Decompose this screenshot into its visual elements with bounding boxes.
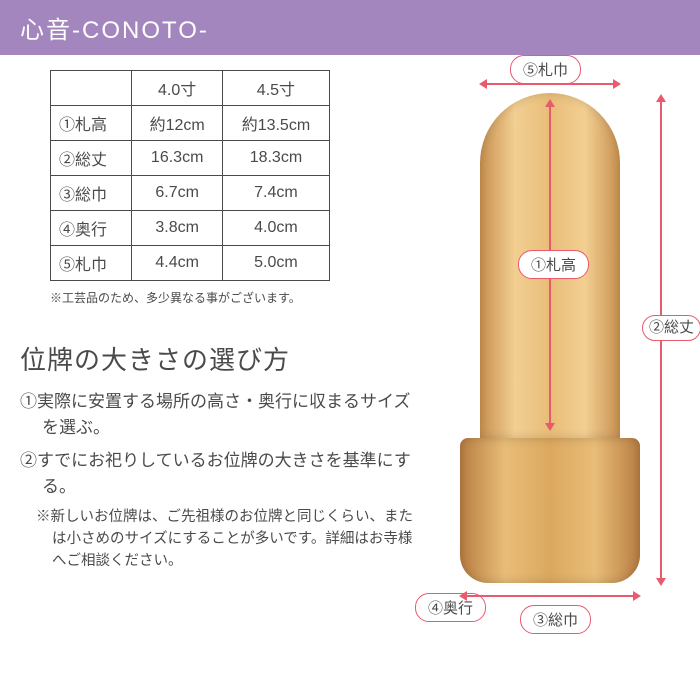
size-guide: 位牌の大きさの選び方 ①実際に安置する場所の高さ・奥行に収まるサイズを選ぶ。 ②… [20, 340, 420, 572]
table-row: ⑤札巾 4.4cm 5.0cm [51, 246, 330, 281]
cell: 18.3cm [222, 141, 329, 176]
label-sojyo: ②総丈 [642, 315, 700, 341]
table-footnote: ※工芸品のため、多少異なる事がございます。 [50, 289, 330, 306]
row-label: ④奥行 [51, 211, 132, 246]
label-sohaba: ③総巾 [520, 605, 591, 634]
row-label: ③総巾 [51, 176, 132, 211]
guide-note: ※新しいお位牌は、ご先祖様のお位牌と同じくらい、または小さめのサイズにすることが… [20, 507, 420, 572]
cell: 16.3cm [132, 141, 222, 176]
cell: 4.0cm [222, 211, 329, 246]
table-row: ①札高 約12cm 約13.5cm [51, 106, 330, 141]
row-label: ⑤札巾 [51, 246, 132, 281]
cell: 4.4cm [132, 246, 222, 281]
product-diagram: ⑤札巾 ①札高 ②総丈 ④奥行 ③総巾 [420, 65, 680, 635]
table-row: ③総巾 6.7cm 7.4cm [51, 176, 330, 211]
label-okuyuki: ④奥行 [415, 593, 486, 622]
table-header-row: 4.0寸 4.5寸 [51, 71, 330, 106]
table-row: ④奥行 3.8cm 4.0cm [51, 211, 330, 246]
arrow-sohaba [465, 595, 635, 597]
label-fudataka: ①札高 [518, 250, 589, 279]
col-45: 4.5寸 [222, 71, 329, 106]
cell: 約13.5cm [222, 106, 329, 141]
row-label: ①札高 [51, 106, 132, 141]
table-row: ②総丈 16.3cm 18.3cm [51, 141, 330, 176]
blank-cell [51, 71, 132, 106]
guide-item-2: ②すでにお祀りしているお位牌の大きさを基準にする。 [20, 448, 420, 499]
row-label: ②総丈 [51, 141, 132, 176]
size-table-wrap: 4.0寸 4.5寸 ①札高 約12cm 約13.5cm ②総丈 16.3cm 1… [50, 70, 330, 306]
page-header: 心音-CONOTO- [0, 0, 700, 55]
col-40: 4.0寸 [132, 71, 222, 106]
label-fudahaba: ⑤札巾 [510, 55, 581, 84]
content-area: 4.0寸 4.5寸 ①札高 約12cm 約13.5cm ②総丈 16.3cm 1… [0, 55, 700, 85]
cell: 3.8cm [132, 211, 222, 246]
cell: 5.0cm [222, 246, 329, 281]
guide-item-1: ①実際に安置する場所の高さ・奥行に収まるサイズを選ぶ。 [20, 389, 420, 440]
tablet-base-shape [460, 438, 640, 583]
cell: 約12cm [132, 106, 222, 141]
guide-title: 位牌の大きさの選び方 [20, 340, 420, 377]
cell: 6.7cm [132, 176, 222, 211]
size-table: 4.0寸 4.5寸 ①札高 約12cm 約13.5cm ②総丈 16.3cm 1… [50, 70, 330, 281]
cell: 7.4cm [222, 176, 329, 211]
page-title: 心音-CONOTO- [20, 17, 209, 44]
